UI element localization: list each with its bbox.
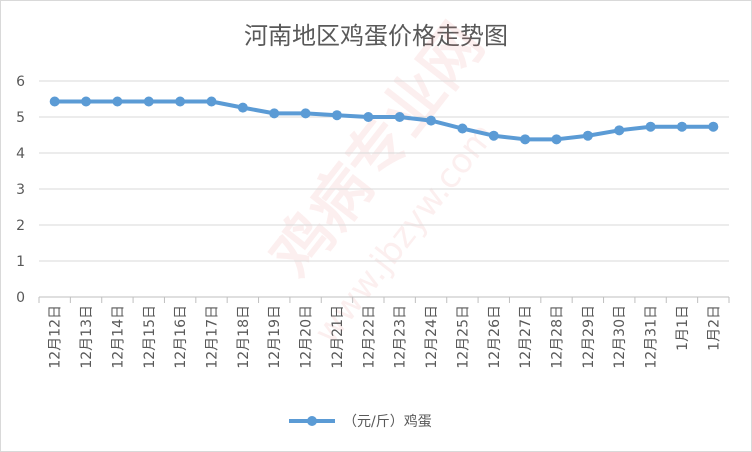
- data-point: [112, 96, 123, 107]
- x-tick-label: 12月31日: [644, 305, 660, 369]
- data-point: [645, 121, 656, 132]
- data-point: [457, 123, 468, 134]
- x-tick-label: 12月15日: [142, 305, 158, 369]
- y-tick-label: 5: [16, 110, 25, 126]
- data-point: [300, 108, 311, 119]
- y-axis-ticks: 0 1 2 3 4 5 6: [16, 74, 25, 306]
- x-tick-label: 12月30日: [612, 305, 628, 369]
- data-point: [488, 130, 499, 141]
- data-point: [206, 96, 217, 107]
- legend: （元/斤）鸡蛋: [289, 413, 432, 430]
- x-tick-label: 12月17日: [205, 305, 221, 369]
- y-tick-label: 4: [16, 146, 25, 162]
- legend-label: （元/斤）鸡蛋: [343, 413, 432, 430]
- data-point: [551, 134, 562, 145]
- x-tick-label: 1月2日: [706, 305, 722, 351]
- series-egg-price: [49, 96, 719, 145]
- x-tick-label: 12月23日: [393, 305, 409, 369]
- data-point: [426, 115, 437, 126]
- watermark: 鸡病专业网 www.jbzyw.com: [258, 11, 504, 352]
- y-tick-label: 0: [16, 290, 25, 306]
- y-tick-label: 1: [16, 254, 25, 270]
- x-tick-label: 12月18日: [236, 305, 252, 369]
- data-point: [614, 125, 625, 136]
- x-tick-label: 12月20日: [299, 305, 315, 369]
- data-point: [331, 110, 342, 121]
- x-tick-label: 12月16日: [173, 305, 189, 369]
- x-tick-label: 12月12日: [48, 305, 64, 369]
- y-tick-label: 6: [16, 74, 25, 90]
- data-point: [81, 96, 92, 107]
- data-point: [175, 96, 186, 107]
- gridlines: [39, 80, 729, 298]
- x-tick-label: 12月21日: [330, 305, 346, 369]
- x-tick-label: 12月28日: [550, 305, 566, 369]
- x-axis: 12月12日 12月13日 12月14日 12月15日 12月16日 12月17日 12月1…: [38, 297, 730, 369]
- legend-dot-marker: [307, 416, 317, 426]
- x-tick-label: 12月19日: [267, 305, 283, 369]
- x-tick-label: 1月1日: [675, 305, 691, 351]
- x-tick-label: 12月24日: [424, 305, 440, 369]
- data-point: [394, 112, 405, 122]
- data-point: [708, 121, 719, 132]
- data-point: [269, 108, 280, 119]
- y-tick-label: 2: [16, 218, 25, 234]
- x-tick-label: 12月29日: [581, 305, 597, 369]
- x-tick-label: 12月26日: [487, 305, 503, 369]
- data-point: [520, 134, 531, 145]
- data-point: [676, 121, 687, 132]
- y-tick-label: 3: [16, 182, 25, 198]
- data-point: [237, 102, 248, 113]
- x-tick-label: 12月25日: [455, 305, 471, 369]
- x-tick-label: 12月14日: [110, 305, 126, 369]
- x-tick-label: 12月13日: [79, 305, 95, 369]
- chart-title: 河南地区鸡蛋价格走势图: [244, 22, 508, 50]
- data-point: [363, 112, 374, 122]
- data-point: [49, 96, 60, 107]
- data-point: [582, 130, 593, 141]
- data-point: [143, 96, 154, 107]
- x-tick-label: 12月22日: [361, 305, 377, 369]
- series-line: [54, 99, 714, 142]
- x-tick-label: 12月27日: [518, 305, 534, 369]
